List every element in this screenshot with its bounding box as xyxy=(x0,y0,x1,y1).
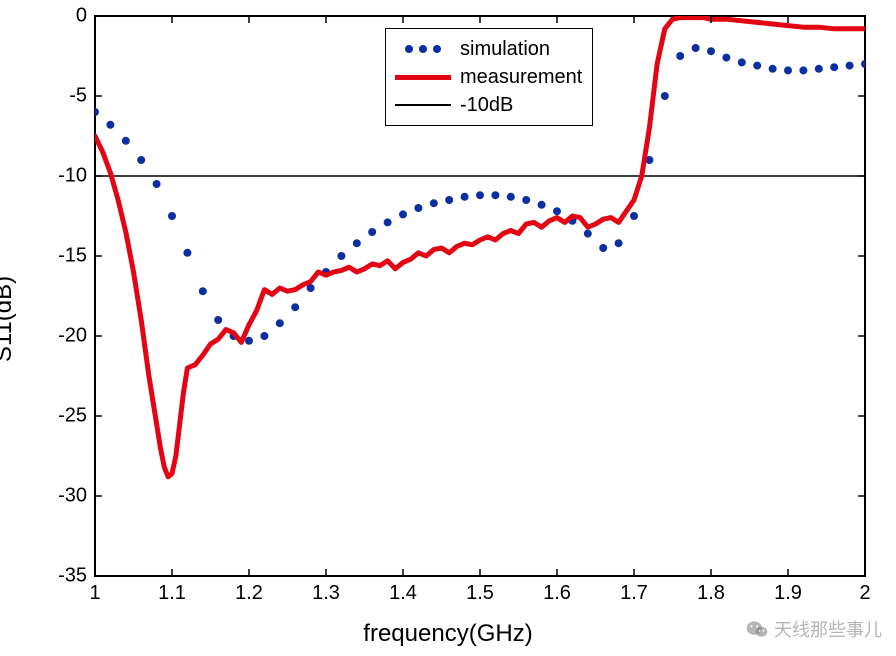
x-tick-label: 1.9 xyxy=(774,582,802,605)
y-tick-label: -5 xyxy=(69,85,87,108)
line-icon xyxy=(395,104,451,106)
y-tick-label: -25 xyxy=(58,405,87,428)
legend-label: simulation xyxy=(460,38,550,61)
y-tick-label: -10 xyxy=(58,165,87,188)
x-tick-label: 1.1 xyxy=(158,582,186,605)
y-tick-label: -20 xyxy=(58,325,87,348)
y-tick-label: 0 xyxy=(76,5,87,28)
legend-swatch-ref xyxy=(394,93,452,117)
legend-item-simulation: simulation xyxy=(394,35,582,63)
wechat-icon xyxy=(746,620,768,638)
legend-label: -10dB xyxy=(460,94,513,117)
y-tick-label: -35 xyxy=(58,565,87,588)
x-tick-label: 1.8 xyxy=(697,582,725,605)
x-tick-label: 1.7 xyxy=(620,582,648,605)
legend-item-measurement: measurement xyxy=(394,63,582,91)
x-tick-label: 1.2 xyxy=(235,582,263,605)
x-tick-label: 1.6 xyxy=(543,582,571,605)
x-tick-label: 1.3 xyxy=(312,582,340,605)
x-tick-label: 1 xyxy=(89,582,100,605)
legend-swatch-measurement xyxy=(394,65,452,89)
y-tick-label: -30 xyxy=(58,485,87,508)
legend-label: measurement xyxy=(460,66,582,89)
x-tick-label: 1.5 xyxy=(466,582,494,605)
watermark: 天线那些事儿 xyxy=(746,616,882,642)
watermark-text: 天线那些事儿 xyxy=(774,616,882,642)
legend-swatch-simulation xyxy=(394,37,452,61)
x-tick-label: 1.4 xyxy=(389,582,417,605)
y-axis-label: S11(dB) xyxy=(0,276,18,380)
y-tick-label: -15 xyxy=(58,245,87,268)
dot-icon xyxy=(433,45,441,53)
legend-item-ref: -10dB xyxy=(394,91,582,119)
chart-container: S11(dB) frequency(GHz) 11.11.21.31.41.51… xyxy=(0,0,896,656)
line-icon xyxy=(395,75,451,80)
x-tick-label: 2 xyxy=(859,582,870,605)
dot-icon xyxy=(405,45,413,53)
dot-icon xyxy=(419,45,427,53)
legend: simulation measurement -10dB xyxy=(385,28,593,126)
